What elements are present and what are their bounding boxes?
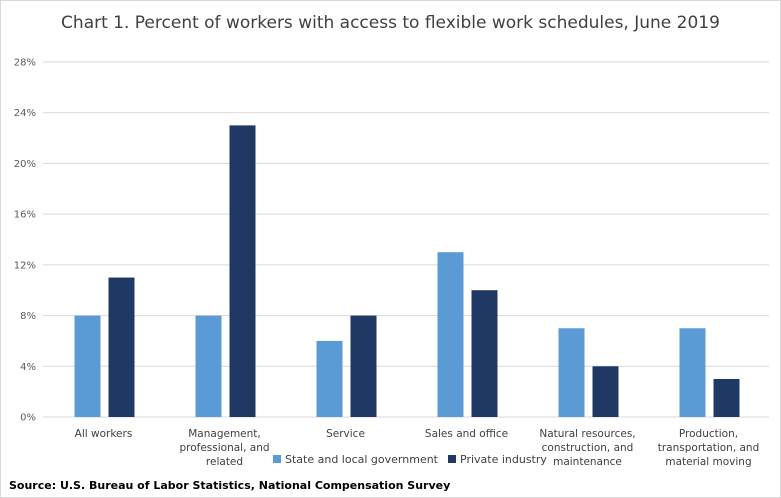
bar-state [195,315,222,417]
bar-private [471,290,498,417]
category-label: professional, and [179,442,269,454]
bar-state [74,315,101,417]
source-note: Source: U.S. Bureau of Labor Statistics,… [9,479,451,492]
category-label: transportation, and [658,442,760,454]
legend-swatch-state [273,455,281,463]
chart-title: Chart 1. Percent of workers with access … [61,13,720,33]
y-tick-label: 24% [14,108,36,119]
legend-swatch-private [448,455,456,463]
bar-private [108,277,135,417]
bar-private [229,125,256,418]
category-label: Production, [679,428,738,440]
bar-state [316,340,343,417]
bar-private [592,366,619,417]
category-label: Management, [188,428,261,440]
y-tick-label: 12% [14,260,36,271]
category-label: Service [326,428,365,440]
bar-private [713,378,740,417]
category-label: maintenance [553,456,622,468]
category-label: construction, and [542,442,634,454]
y-tick-label: 0% [20,413,36,424]
bar-state [558,328,585,417]
legend-item-state: State and local government [273,453,438,466]
y-tick-label: 16% [14,210,36,221]
y-tick-label: 4% [20,362,36,373]
category-label: Natural resources, [539,428,635,440]
bar-state [679,328,706,417]
category-label: All workers [75,428,133,440]
y-tick-label: 8% [20,311,36,322]
y-tick-label: 20% [14,159,36,170]
category-label: material moving [665,456,751,468]
category-label: related [206,456,243,468]
category-label: Sales and office [425,428,508,440]
bar-state [437,252,464,417]
legend-label-state: State and local government [285,453,438,466]
legend-item-private: Private industry [448,453,547,466]
bar-private [350,315,377,417]
legend: State and local government Private indus… [273,453,547,466]
y-tick-label: 28% [14,58,36,69]
legend-label-private: Private industry [460,453,547,466]
